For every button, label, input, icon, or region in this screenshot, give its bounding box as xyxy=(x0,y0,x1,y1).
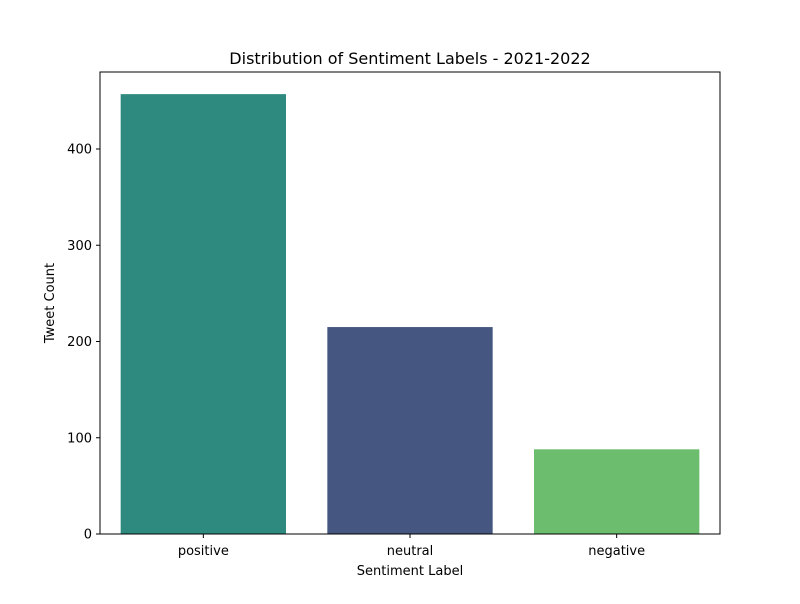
x-tick-label: negative xyxy=(588,544,645,559)
bar-negative xyxy=(534,449,700,534)
y-tick-label: 100 xyxy=(67,431,92,446)
plot-area-frame xyxy=(99,71,721,535)
chart-title: Distribution of Sentiment Labels - 2021-… xyxy=(229,49,590,68)
y-ticks-group: 0 100 200 300 400 xyxy=(67,143,100,543)
bar-positive xyxy=(120,94,287,534)
bar-neutral xyxy=(327,327,493,534)
y-tick-label: 400 xyxy=(67,143,92,158)
x-axis-label: Sentiment Label xyxy=(357,564,463,579)
y-tick-label: 200 xyxy=(67,335,92,350)
bars-group xyxy=(120,94,700,534)
x-tick-label: neutral xyxy=(387,544,434,559)
y-axis-label: Tweet Count xyxy=(43,263,58,344)
y-tick-label: 300 xyxy=(67,239,92,254)
y-tick-label: 0 xyxy=(84,528,92,543)
x-tick-label: positive xyxy=(178,544,229,559)
x-ticks-group: positive neutral negative xyxy=(178,534,645,559)
